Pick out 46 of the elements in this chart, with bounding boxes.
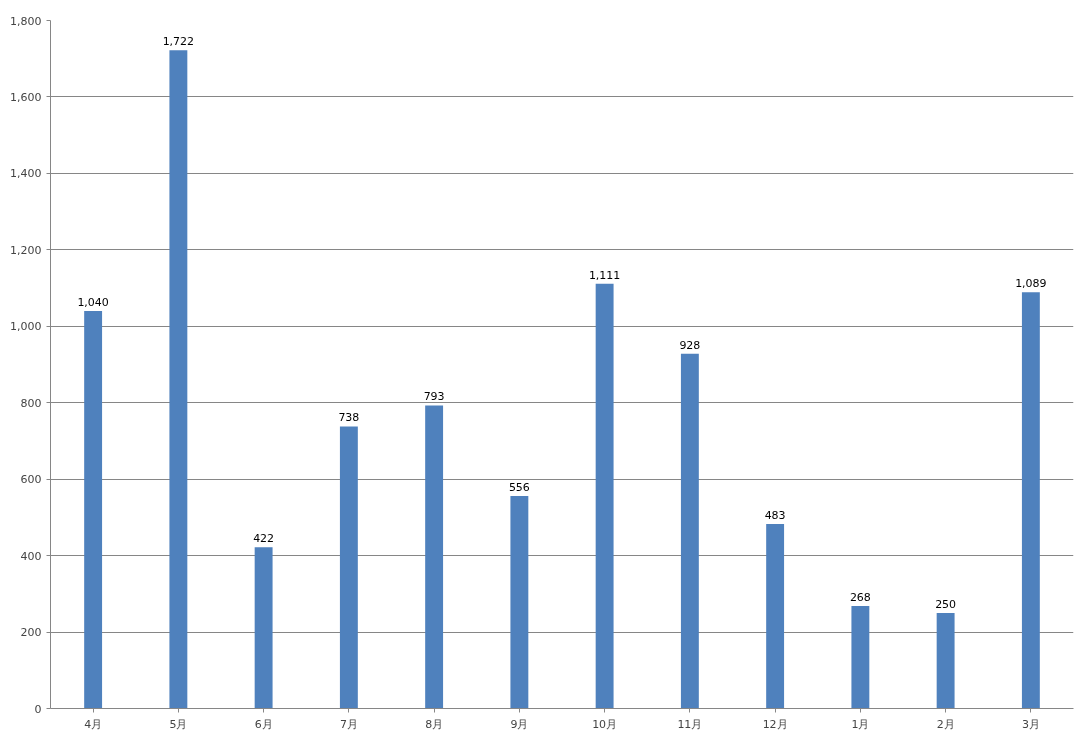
x-tick-label: 10月: [592, 717, 618, 731]
bar: [339, 426, 358, 709]
x-tick-label: 6月: [254, 717, 273, 731]
y-tick-label: 0: [34, 702, 42, 716]
x-tick-label: 8月: [425, 717, 444, 731]
data-label: 483: [764, 508, 786, 522]
data-label: 556: [508, 480, 530, 494]
bar: [84, 310, 103, 709]
data-label: 793: [423, 390, 445, 404]
data-label: 422: [253, 532, 275, 546]
y-tick-label: 200: [20, 626, 42, 640]
x-tick-label: 12月: [762, 717, 788, 731]
y-tick-label: 1,400: [10, 167, 42, 181]
y-tick-label: 1,600: [10, 90, 42, 104]
data-label: 738: [338, 411, 360, 425]
data-label: 250: [935, 597, 957, 611]
bar: [851, 606, 870, 709]
y-tick-label: 400: [20, 549, 42, 563]
y-tick-label: 600: [20, 473, 42, 487]
data-label: 1,040: [77, 295, 109, 309]
x-tick-label: 2月: [936, 717, 955, 731]
y-tick-label: 1,800: [10, 14, 42, 28]
data-label: 268: [849, 591, 871, 605]
bar: [595, 283, 614, 709]
y-tick-label: 1,200: [10, 243, 42, 257]
bar: [1021, 292, 1040, 709]
data-label: 928: [679, 338, 701, 352]
y-tick-label: 1,000: [10, 320, 42, 334]
x-tick-label: 4月: [84, 717, 103, 731]
x-tick-label: 3月: [1021, 717, 1040, 731]
x-tick-label: 1月: [851, 717, 870, 731]
data-label: 1,722: [162, 35, 195, 49]
bar: [766, 523, 785, 709]
x-tick-label: 5月: [169, 717, 188, 731]
data-label: 1,089: [1015, 277, 1047, 291]
bar: [169, 50, 188, 709]
data-label: 1,111: [588, 268, 621, 282]
y-tick-label: 800: [20, 396, 42, 410]
bar: [510, 495, 529, 709]
bar: [936, 612, 955, 709]
x-tick-label: 7月: [339, 717, 358, 731]
x-tick-label: 11月: [677, 717, 703, 731]
bar: [425, 405, 444, 709]
x-tick-label: 9月: [510, 717, 529, 731]
bar: [254, 547, 273, 709]
bar: [680, 353, 699, 709]
